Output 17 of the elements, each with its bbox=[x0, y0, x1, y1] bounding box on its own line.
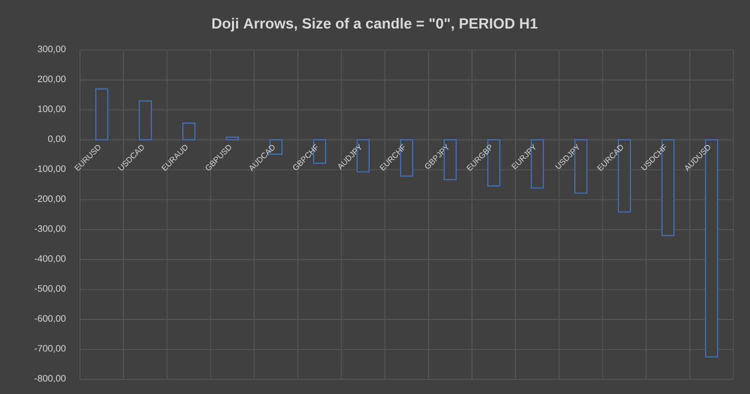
y-tick-label: 100,00 bbox=[38, 106, 66, 114]
y-tick-label: -100,00 bbox=[34, 165, 66, 174]
bar bbox=[95, 88, 108, 140]
bar bbox=[138, 100, 152, 140]
y-tick-label: -400,00 bbox=[34, 255, 66, 263]
y-tick-label: 0,00 bbox=[48, 135, 66, 144]
y-tick-label: -700,00 bbox=[34, 345, 66, 353]
y-tick-label: 200,00 bbox=[38, 76, 66, 84]
chart-title: Doji Arrows, Size of a candle = "0", PERIOD H1 bbox=[212, 18, 538, 32]
bar bbox=[182, 122, 196, 140]
y-tick-label: -800,00 bbox=[34, 374, 66, 383]
y-tick-label: 300,00 bbox=[38, 46, 66, 54]
y-tick-label: -200,00 bbox=[34, 195, 66, 204]
y-tick-label: -300,00 bbox=[34, 225, 66, 233]
bar bbox=[226, 136, 239, 140]
y-tick-label: -500,00 bbox=[34, 285, 66, 293]
y-tick-label: -600,00 bbox=[34, 315, 66, 323]
